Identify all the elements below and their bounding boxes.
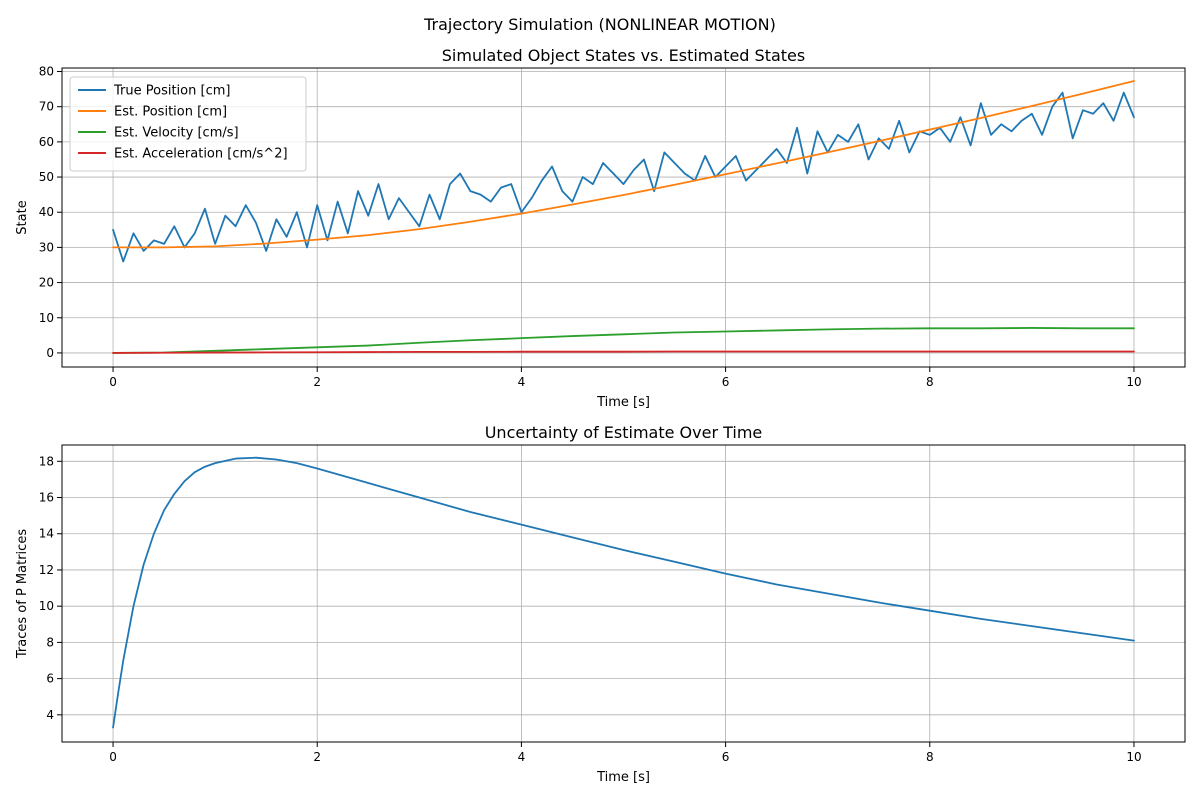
axes-frame (61, 67, 1186, 368)
series-line-0 (112, 91, 1135, 263)
gridlines (62, 445, 1185, 742)
y-tick-label: 40 (39, 205, 54, 219)
series-line-0 (112, 456, 1135, 729)
x-axis-label: Time [s] (596, 770, 650, 785)
x-tick-label: 2 (313, 375, 321, 389)
x-tick-label: 0 (109, 375, 117, 389)
chart-title: Simulated Object States vs. Estimated St… (442, 46, 805, 65)
chart-title: Uncertainty of Estimate Over Time (485, 423, 763, 442)
y-tick-label: 70 (39, 100, 54, 114)
y-tick-label: 10 (39, 599, 54, 613)
y-axis-label: State (15, 200, 30, 234)
x-tick-label: 6 (722, 375, 730, 389)
y-tick-label: 18 (39, 454, 54, 468)
series-line-3 (112, 350, 1135, 354)
uncertainty-plot: 0 2 4 6 8 10 4 6 8 10 12 14 16 18 Uncertainty of Estim… (15, 423, 1186, 785)
y-tick-label: 30 (39, 240, 54, 254)
series-group (112, 456, 1135, 729)
y-tick-label: 60 (39, 135, 54, 149)
y-tick-label: 6 (46, 672, 54, 686)
series-line-2 (112, 327, 1135, 354)
states-plot: 0 2 4 6 8 10 0 10 20 30 40 50 60 70 80 Simulated Object… (15, 46, 1186, 410)
y-tick-label: 8 (46, 635, 54, 649)
y-tick-label: 10 (39, 311, 54, 325)
legend-entry: Est. Position [cm] (114, 105, 227, 120)
x-tick-label: 4 (518, 750, 526, 764)
y-tick-label: 16 (39, 491, 54, 505)
legend-entry: Est. Acceleration [cm/s^2] (114, 147, 288, 162)
figure-suptitle: Trajectory Simulation (NONLINEAR MOTION) (423, 15, 776, 34)
y-tick-label: 4 (46, 708, 54, 722)
x-tick-label: 8 (926, 750, 934, 764)
x-tick-label: 2 (313, 750, 321, 764)
x-tick-label: 10 (1126, 375, 1141, 389)
x-tick-label: 8 (926, 375, 934, 389)
legend-box (69, 76, 307, 172)
x-tick-label: 10 (1126, 750, 1141, 764)
series-line-1 (112, 80, 1135, 249)
x-tick-label: 4 (518, 375, 526, 389)
y-tick-label: 20 (39, 276, 54, 290)
gridlines (62, 68, 1185, 367)
legend-entry: True Position [cm] (113, 84, 230, 99)
y-tick-label: 12 (39, 563, 54, 577)
y-axis-label: Traces of P Matrices (15, 529, 30, 659)
legend: True Position [cm] Est. Position [cm] Est.… (69, 76, 307, 172)
legend-entry: Est. Velocity [cm/s] (114, 126, 239, 141)
x-axis-label: Time [s] (596, 395, 650, 410)
y-tick-label: 0 (46, 346, 54, 360)
series-group (112, 80, 1135, 354)
y-tick-label: 14 (39, 527, 54, 541)
x-tick-label: 6 (722, 750, 730, 764)
x-tick-label: 0 (109, 750, 117, 764)
y-tick-label: 80 (39, 65, 54, 79)
axes-frame (61, 444, 1186, 743)
y-tick-label: 50 (39, 170, 54, 184)
